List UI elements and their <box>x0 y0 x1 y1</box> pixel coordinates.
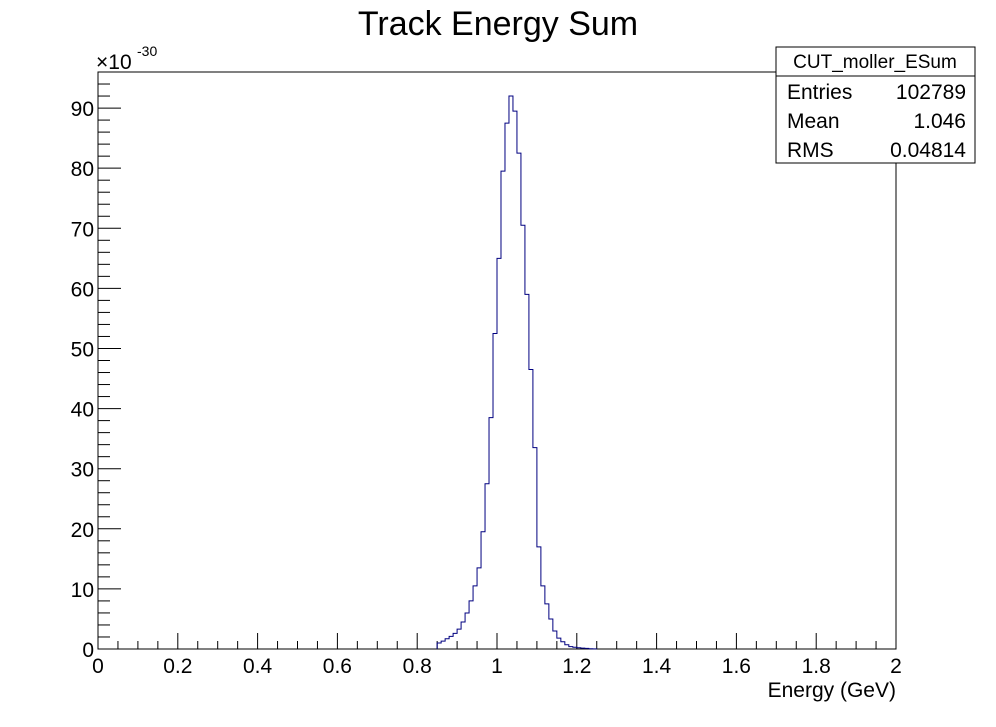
y-tick-label: 80 <box>71 158 94 181</box>
y-tick-label: 30 <box>71 459 94 482</box>
stats-mean-value: 1.046 <box>913 110 966 133</box>
stats-rms-value: 0.04814 <box>890 139 966 162</box>
x-tick-labels: 0 0.2 0.4 0.6 0.8 1 1.2 1.4 1.6 1.8 2 <box>92 655 902 678</box>
x-tick-label: 0.4 <box>243 655 273 678</box>
y-tick-label: 70 <box>71 218 94 241</box>
y-tick-label: 40 <box>71 399 94 422</box>
x-tick-label: 0.2 <box>163 655 192 678</box>
chart-title: Track Energy Sum <box>358 5 638 43</box>
x-tick-label: 0 <box>92 655 104 678</box>
x-tick-label: 0.8 <box>403 655 432 678</box>
y-multiplier-exponent: -30 <box>137 43 157 59</box>
y-tick-label: 90 <box>71 98 94 121</box>
x-tick-label: 2 <box>890 655 902 678</box>
x-tick-label: 0.6 <box>323 655 352 678</box>
stats-box-name: CUT_moller_ESum <box>793 52 957 73</box>
x-axis-label: Energy (GeV) <box>768 679 896 702</box>
y-tick-label: 50 <box>71 338 94 361</box>
axis-ticks <box>97 83 897 650</box>
stats-entries-value: 102789 <box>896 81 966 104</box>
x-tick-label: 1 <box>491 655 503 678</box>
y-tick-label: 0 <box>82 639 94 662</box>
x-tick-label: 1.8 <box>802 655 831 678</box>
y-axis-multiplier: ×10 -30 <box>96 43 157 74</box>
stats-mean-label: Mean <box>787 110 840 133</box>
x-tick-label: 1.4 <box>642 655 672 678</box>
stats-box: CUT_moller_ESum Entries 102789 Mean 1.04… <box>775 46 976 164</box>
stats-rms-label: RMS <box>787 139 834 162</box>
histogram-series <box>436 95 598 650</box>
y-multiplier-base: ×10 <box>96 51 132 74</box>
y-tick-label: 60 <box>71 278 94 301</box>
stats-entries-label: Entries <box>787 81 852 104</box>
x-tick-label: 1.6 <box>722 655 751 678</box>
stats-box-frame <box>775 46 976 164</box>
y-tick-label: 20 <box>71 519 94 542</box>
y-tick-label: 10 <box>71 579 94 602</box>
x-tick-label: 1.2 <box>562 655 591 678</box>
y-tick-labels: 0 10 20 30 40 50 60 70 80 90 <box>71 98 94 662</box>
